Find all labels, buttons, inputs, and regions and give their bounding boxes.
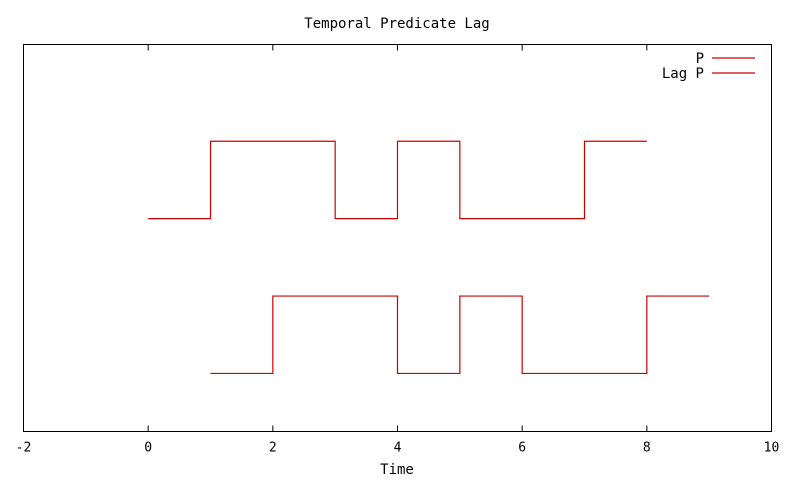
x-tick-label: 10 [764,441,780,456]
legend-label: Lag P [662,66,704,82]
series-line-0 [148,140,647,220]
x-tick-label: 0 [144,441,152,456]
series-line-1 [210,295,710,375]
x-tick-label: -2 [16,441,32,456]
x-tick-label: 4 [394,441,402,456]
x-tick-label: 6 [518,441,526,456]
x-tick-label: 8 [643,441,651,456]
x-axis-label: Time [380,462,414,478]
legend-label: P [696,51,704,67]
chart-title: Temporal Predicate Lag [304,16,489,32]
x-tick-label: 2 [269,441,277,456]
x-ticks: -2 0 2 4 6 8 10 [16,44,780,456]
series-layer [148,140,710,375]
